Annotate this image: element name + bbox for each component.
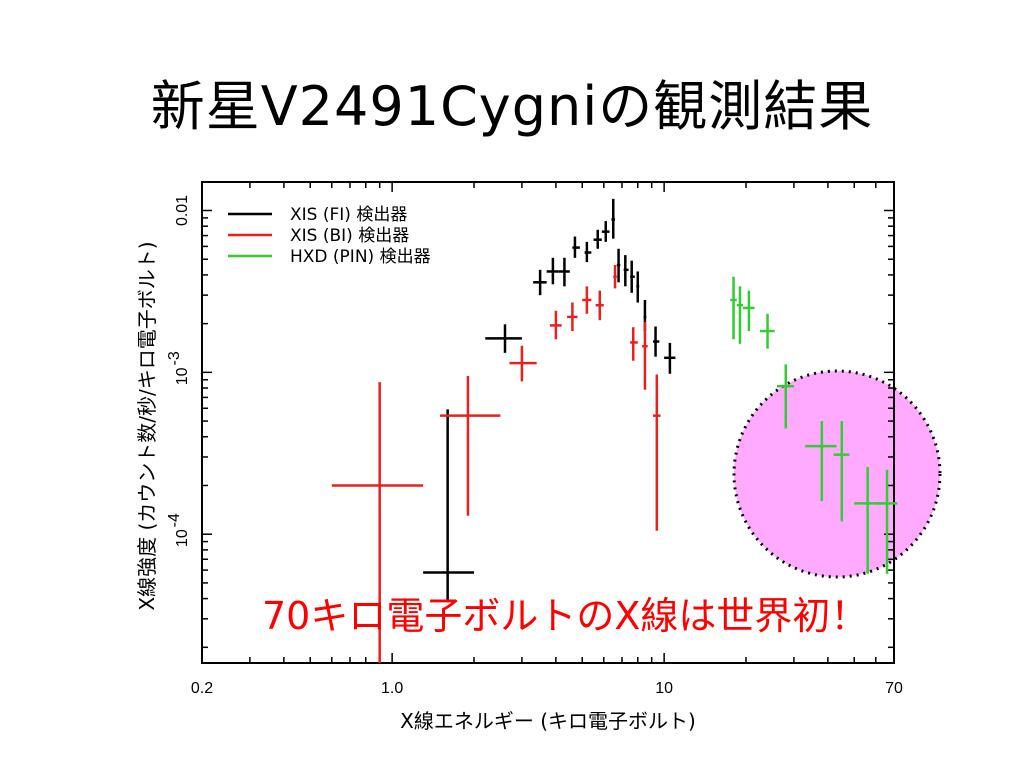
y-tick-label: 0.01 (174, 195, 191, 226)
data-point (601, 221, 610, 242)
svg-text:0.01: 0.01 (174, 195, 191, 226)
data-point (584, 241, 592, 263)
data-marks (331, 198, 898, 663)
svg-text:-4: -4 (166, 513, 183, 527)
data-point (485, 324, 522, 353)
data-point (611, 198, 616, 239)
legend-label: HXD (PIN) 検出器 (290, 247, 431, 267)
data-point (331, 382, 424, 663)
svg-text:10: 10 (174, 367, 191, 385)
data-point (805, 421, 837, 502)
data-point (616, 248, 621, 283)
data-point (652, 374, 661, 531)
series-3 (730, 276, 898, 574)
data-point (875, 469, 898, 574)
y-axis-label: X線強度 (カウント数/秒/キロ電子ボルト) (135, 241, 159, 610)
data-point (613, 265, 617, 289)
legend-label: XIS (FI) 検出器 (290, 205, 407, 225)
y-tick-label: 10-3 (166, 351, 191, 385)
series-2 (331, 265, 661, 663)
data-point (423, 409, 475, 603)
data-point (567, 302, 578, 332)
data-point (642, 321, 648, 390)
y-tick-label: 10-4 (166, 513, 191, 547)
data-point (572, 236, 580, 258)
highlight-text: 70キロ電子ボルトのX線は世界初！ (262, 594, 869, 638)
slide-title: 新星V2491Cygniの観測結果 (150, 75, 874, 138)
data-point (630, 260, 635, 293)
data-point (509, 345, 537, 382)
data-point (777, 364, 794, 429)
plot-frame (201, 181, 895, 664)
legend-label: XIS (BI) 検出器 (290, 226, 409, 246)
data-point (636, 271, 640, 303)
svg-text:10: 10 (174, 529, 191, 547)
data-point (558, 257, 570, 287)
data-point (652, 326, 660, 357)
data-point (595, 290, 604, 321)
data-point (546, 257, 559, 285)
data-point (593, 229, 602, 249)
data-point (743, 290, 755, 332)
x-tick-label: 1.0 (381, 680, 403, 697)
highlight-circle (732, 369, 942, 579)
data-point (833, 421, 850, 522)
x-axis-label: X線エネルギー (キロ電子ボルト) (400, 709, 696, 733)
data-point (623, 255, 629, 287)
x-tick-label: 70 (885, 680, 903, 697)
x-tick-label: 0.2 (191, 680, 213, 697)
data-point (730, 276, 737, 340)
svg-text:-3: -3 (166, 351, 183, 365)
data-point (440, 375, 501, 516)
data-point (549, 310, 562, 340)
x-tick-label: 10 (655, 680, 673, 697)
data-point (630, 327, 638, 361)
series-1 (423, 198, 676, 603)
data-point (582, 286, 592, 314)
data-point (533, 269, 547, 296)
data-point (759, 313, 775, 349)
data-point (664, 342, 676, 374)
data-point (736, 286, 744, 344)
